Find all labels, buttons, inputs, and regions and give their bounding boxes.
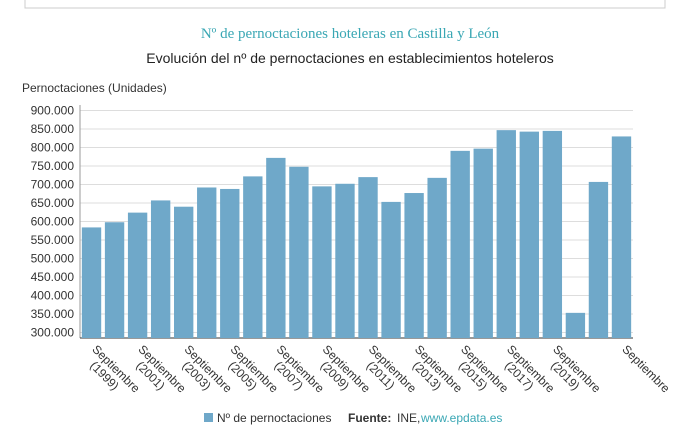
y-tick-label: 350.000 <box>31 307 75 321</box>
bar <box>611 136 632 338</box>
y-tick-label: 400.000 <box>31 288 75 302</box>
source-link[interactable]: www.epdata.es <box>420 411 502 425</box>
x-tick-label: Septiembre(2003) <box>172 342 235 405</box>
y-tick-label: 850.000 <box>31 122 75 136</box>
chart-title: Nº de pernoctaciones hoteleras en Castil… <box>201 26 500 42</box>
source-label: Fuente: <box>348 411 391 425</box>
bar <box>127 212 148 338</box>
x-tick-label: Septiembre(2009) <box>311 342 374 405</box>
bar <box>450 150 470 338</box>
chart-subtitle: Evolución del nº de pernoctaciones en es… <box>146 50 553 66</box>
bar <box>335 183 355 338</box>
bar <box>220 188 240 338</box>
legend-label: Nº de pernoctaciones <box>217 411 331 425</box>
bar <box>519 131 539 338</box>
y-tick-label: 900.000 <box>31 104 75 118</box>
y-tick-label: 800.000 <box>31 141 75 155</box>
bar <box>427 177 447 338</box>
x-tick-label: Septiembre(2017) <box>495 342 558 405</box>
x-tick-label: Septiembre(2001) <box>126 342 189 405</box>
x-tick-label: Septiembre(2005) <box>218 342 281 405</box>
bar <box>542 130 563 338</box>
bar <box>243 176 263 338</box>
bar <box>404 193 424 338</box>
x-tick-label: Septiembre(1999) <box>80 342 143 405</box>
bar <box>312 186 332 338</box>
bar <box>473 148 493 338</box>
bar <box>289 166 309 338</box>
y-tick-label: 600.000 <box>31 215 75 229</box>
bar <box>565 312 586 338</box>
bar <box>358 177 378 338</box>
x-tick-label: Septiembre(2019) <box>541 342 604 405</box>
bar <box>150 200 171 338</box>
y-tick-label: 500.000 <box>31 251 75 265</box>
bar <box>197 187 217 338</box>
bar <box>496 130 516 338</box>
source: INE, <box>397 411 420 425</box>
y-tick-label: 450.000 <box>31 270 75 284</box>
bar <box>381 201 401 338</box>
x-tick-label: Septiembre <box>619 342 673 396</box>
y-axis-label: Pernoctaciones (Unidades) <box>22 81 167 95</box>
bar <box>174 206 194 338</box>
x-tick-label: Septiembre(2007) <box>265 342 328 405</box>
y-tick-label: 550.000 <box>31 233 75 247</box>
x-tick-label: Septiembre(2011) <box>357 342 420 405</box>
bar <box>104 222 125 338</box>
bar <box>266 157 286 338</box>
y-tick-label: 300.000 <box>31 325 75 339</box>
legend: Nº de pernoctaciones Fuente: INE, www.ep… <box>204 411 502 425</box>
bar <box>588 181 609 338</box>
frame <box>24 0 666 9</box>
x-tick-label-part: Septiembre <box>619 342 673 396</box>
y-tick-label: 700.000 <box>31 178 75 192</box>
y-tick-label: 750.000 <box>31 159 75 173</box>
y-tick-label: 650.000 <box>31 196 75 210</box>
bar <box>81 227 102 338</box>
x-tick-label: Septiembre(2013) <box>403 342 466 405</box>
x-tick-label: Septiembre(2015) <box>449 342 512 405</box>
legend-swatch <box>204 413 213 422</box>
